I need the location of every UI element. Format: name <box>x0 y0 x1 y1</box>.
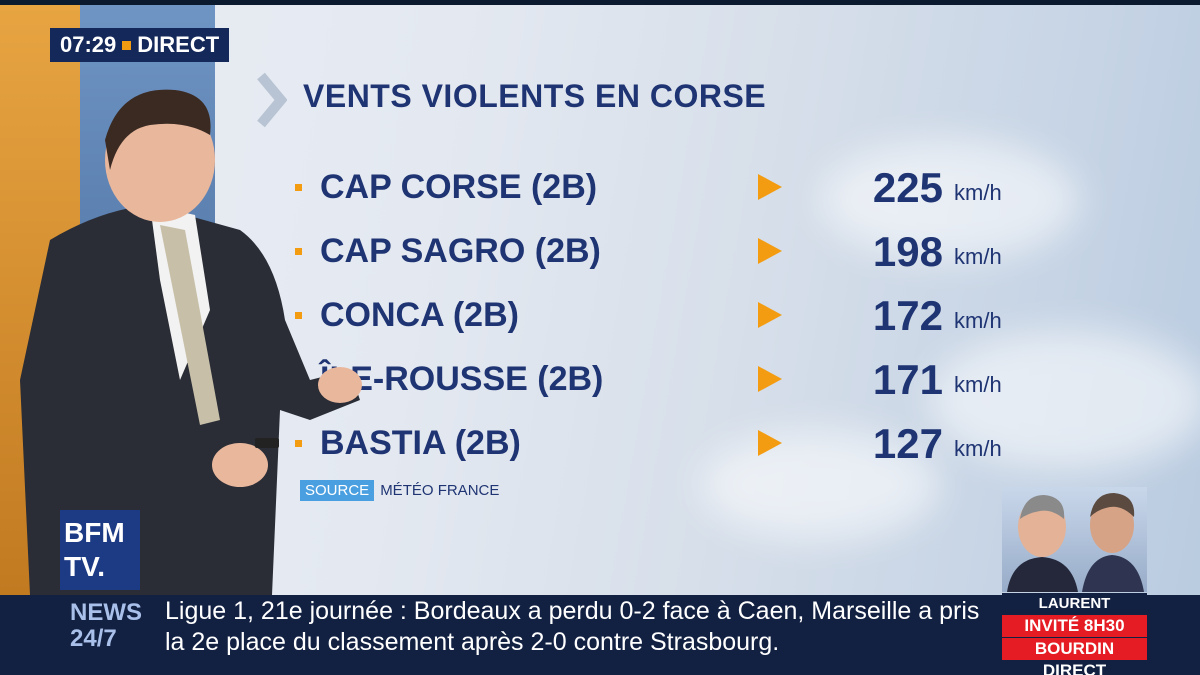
speed-unit: km/h <box>954 372 1002 397</box>
guest-show: BOURDIN DIRECT <box>1002 638 1147 675</box>
bullet <box>295 440 302 447</box>
bullet <box>295 312 302 319</box>
arrow-icon <box>758 302 782 328</box>
guest-time: INVITÉ 8H30 <box>1002 615 1147 637</box>
bfm-logo: BFM TV. <box>60 510 140 590</box>
page-title: VENTS VIOLENTS EN CORSE <box>303 78 767 114</box>
cloud <box>700 430 940 540</box>
wind-speed: 198 <box>872 228 943 275</box>
arrow-icon <box>758 174 782 200</box>
guest-promo: LAURENT WAUQUIEZ INVITÉ 8H30 BOURDIN DIR… <box>1002 487 1147 675</box>
clock-badge: 07:29 DIRECT <box>50 28 230 62</box>
news-label-line-1: NEWS <box>70 599 142 626</box>
arrow-icon <box>758 366 782 392</box>
bullet <box>295 184 302 191</box>
wind-speed: 171 <box>872 356 943 403</box>
clock-time: 07:29 <box>60 32 117 57</box>
top-bar <box>0 0 1200 5</box>
chevron-icon <box>257 72 287 128</box>
place-name: CAP CORSE (2B) <box>320 168 598 206</box>
logo-line-2: TV. <box>64 551 105 582</box>
place-name: ÎLE-ROUSSE (2B) <box>320 360 604 398</box>
cloud <box>930 330 1200 470</box>
live-dot <box>122 40 132 50</box>
guest-name: LAURENT WAUQUIEZ <box>1002 593 1147 634</box>
list-item: CAP SAGRO (2B) 198 km/h <box>295 226 1025 276</box>
list-item: ÎLE-ROUSSE (2B) 171 km/h <box>295 354 1025 404</box>
list-item: CONCA (2B) 172 km/h <box>295 290 1025 340</box>
arrow-icon <box>758 430 782 456</box>
wind-speed: 172 <box>872 292 943 339</box>
presenter-figure <box>20 89 362 595</box>
news-label: NEWS 24/7 <box>70 600 142 652</box>
wind-speed: 127 <box>872 420 943 467</box>
news-ticker <box>0 595 1200 675</box>
list-item: BASTIA (2B) 127 km/h <box>295 418 1025 468</box>
speed-unit: km/h <box>954 436 1002 461</box>
place-name: BASTIA (2B) <box>320 424 521 462</box>
bullet <box>295 248 302 255</box>
guest-photo <box>1002 487 1147 592</box>
arrow-icon <box>758 238 782 264</box>
source-text: MÉTÉO FRANCE <box>380 482 500 499</box>
cloud <box>820 140 1080 260</box>
list-item: CAP CORSE (2B) 225 km/h <box>295 162 1025 212</box>
logo-line-1: BFM <box>64 517 125 548</box>
source-credit: SOURCE MÉTÉO FRANCE <box>300 480 499 501</box>
source-tag: SOURCE <box>300 480 375 501</box>
speed-unit: km/h <box>954 308 1002 333</box>
news-label-line-2: 24/7 <box>70 625 117 652</box>
guest-photo-image <box>1007 493 1144 592</box>
speed-unit: km/h <box>954 180 1002 205</box>
live-label: DIRECT <box>137 32 220 57</box>
place-name: CAP SAGRO (2B) <box>320 232 601 270</box>
ticker-text: Ligue 1, 21e journée : Bordeaux a perdu … <box>165 597 980 656</box>
speed-unit: km/h <box>954 244 1002 269</box>
wind-speed: 225 <box>872 164 943 211</box>
place-name: CONCA (2B) <box>320 296 519 334</box>
